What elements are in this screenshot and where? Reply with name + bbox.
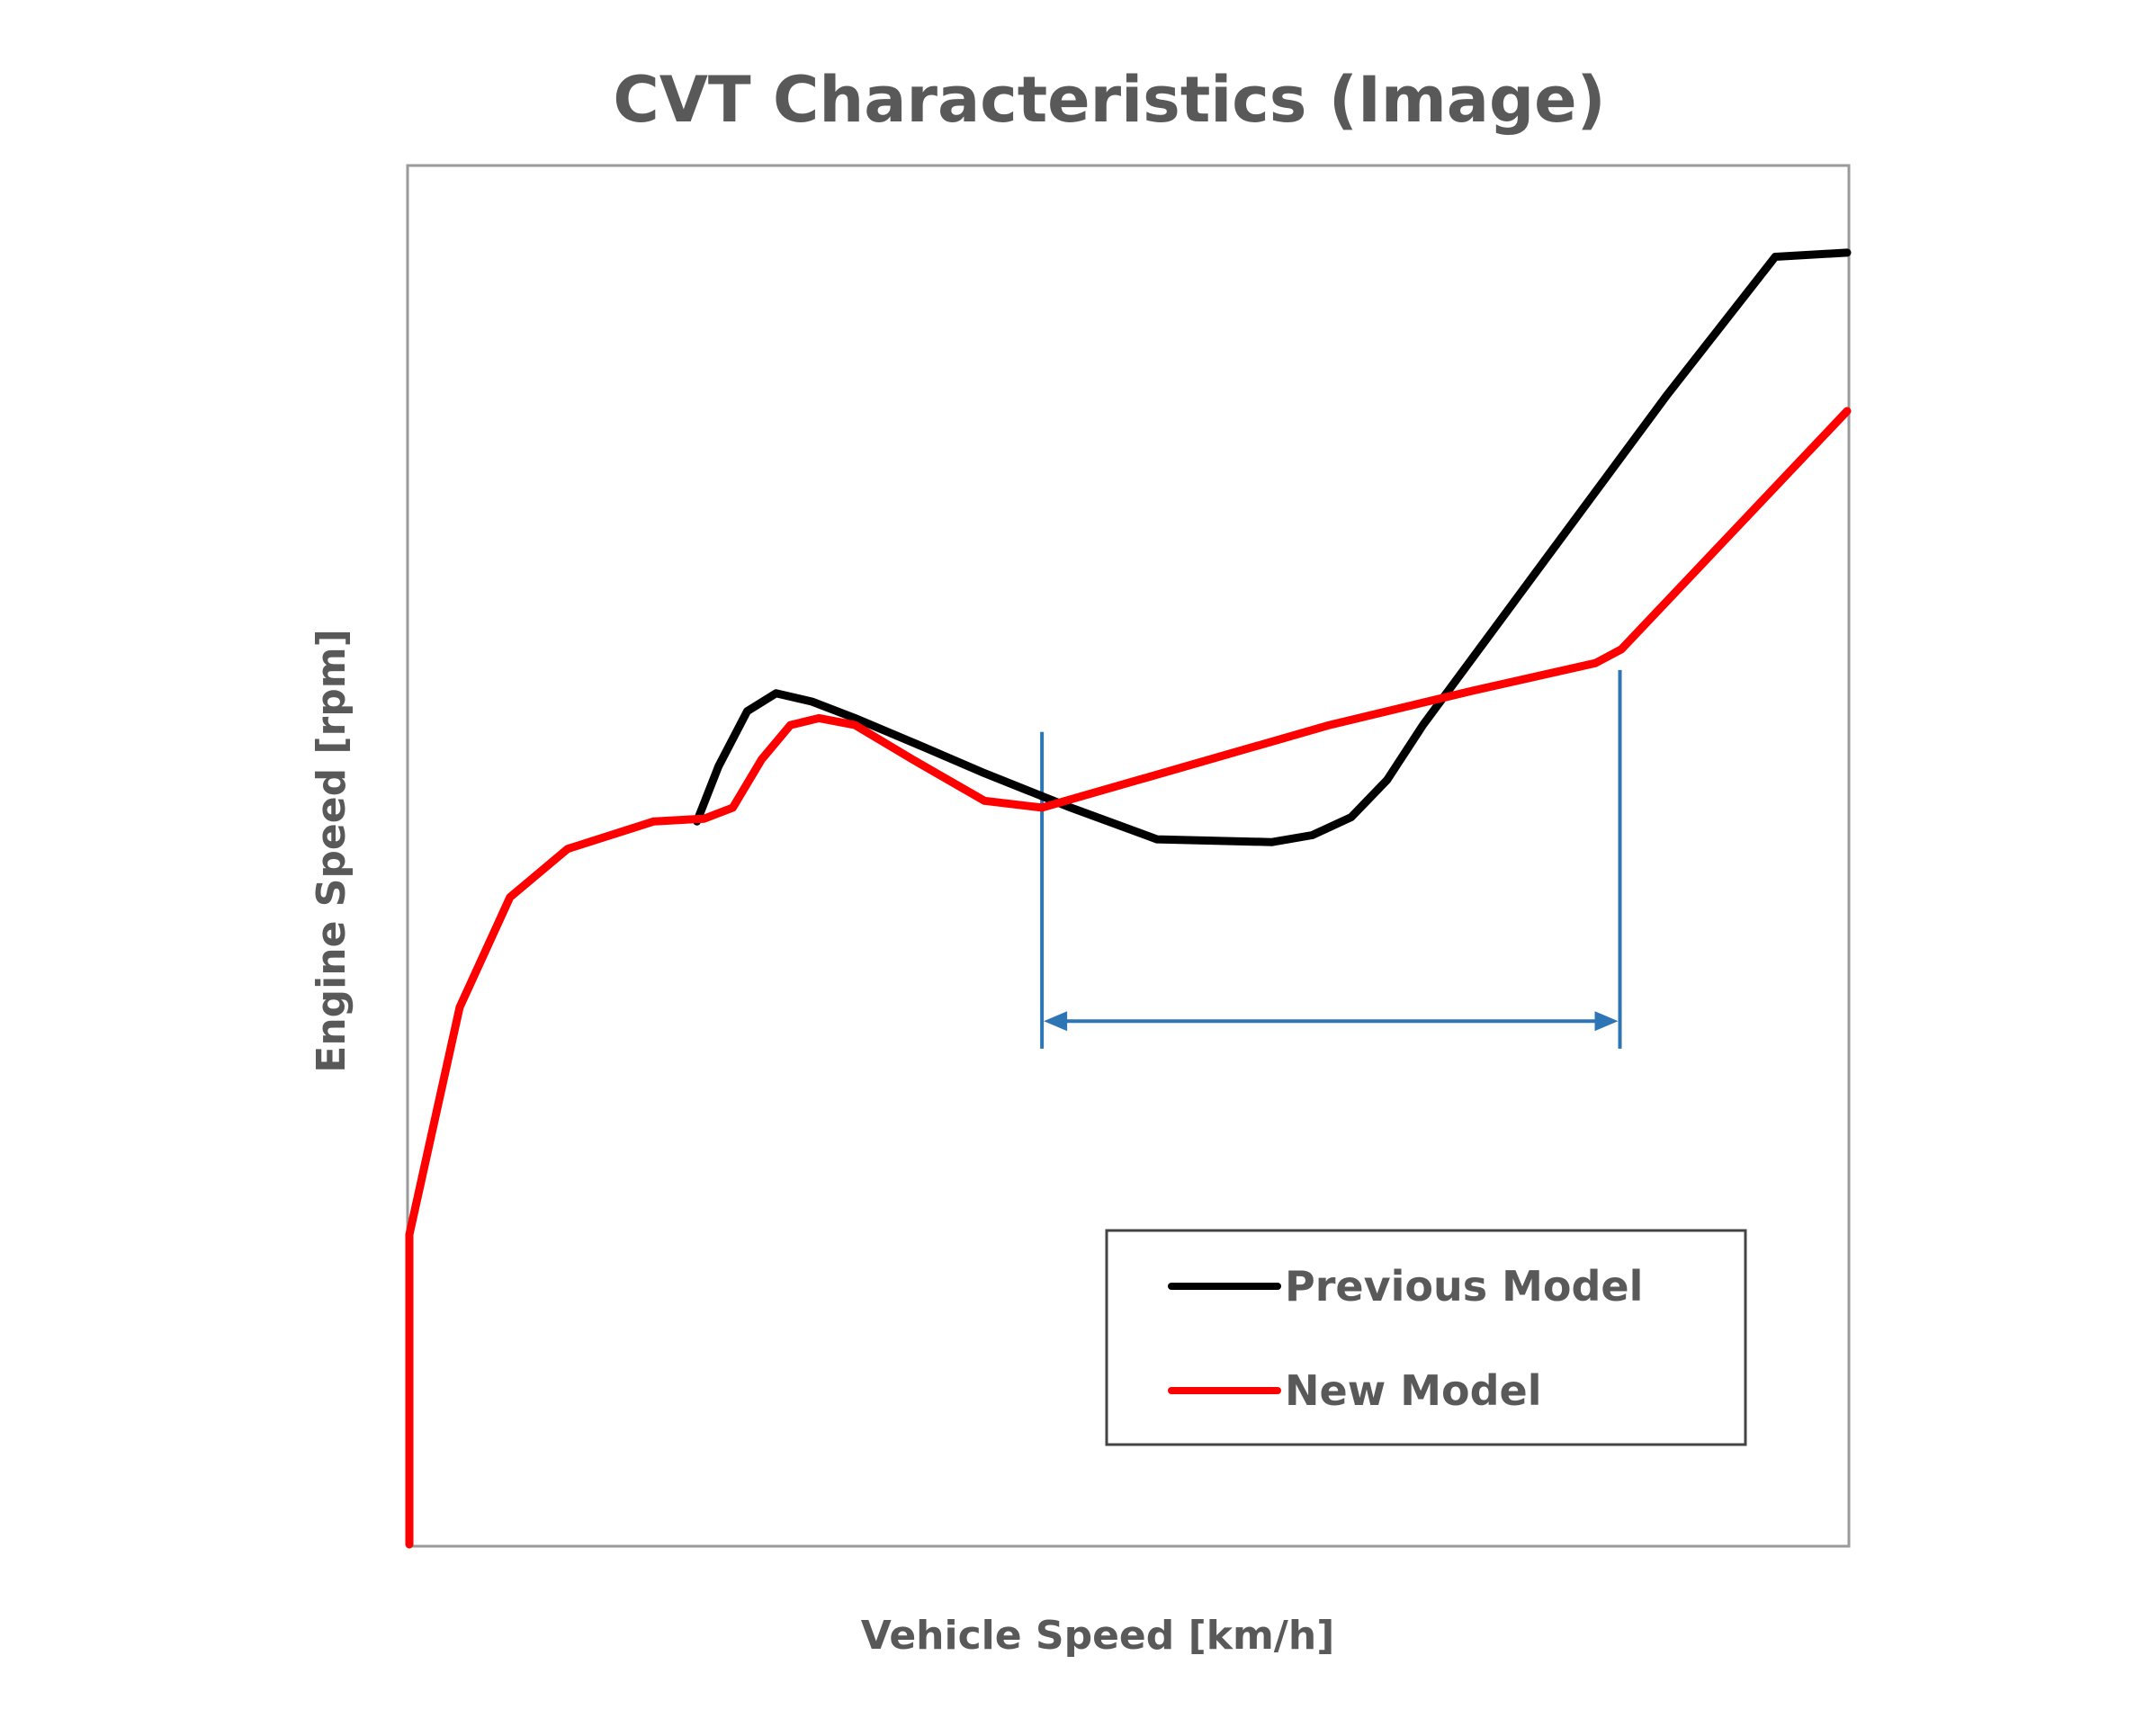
legend-label-previous-model: Previous Model (1285, 1262, 1643, 1311)
legend-label-new-model: New Model (1285, 1366, 1541, 1415)
chart-title: CVT Characteristics (Image) (613, 63, 1605, 137)
annotation-layer (1040, 669, 1622, 1049)
series-layer (405, 248, 1852, 1549)
y-axis-label: Engine Speed [rpm] (309, 629, 354, 1072)
plot-area-frame (406, 164, 1851, 1548)
series-line-previous-model (693, 248, 1852, 846)
range-arrowhead-left (1044, 1011, 1068, 1032)
legend: Previous Model New Model (1105, 1229, 1747, 1446)
series-line-new-model (405, 407, 1852, 1549)
x-axis-label: Vehicle Speed [km/h] (861, 1613, 1335, 1659)
range-arrowhead-right (1594, 1011, 1619, 1032)
legend-box (1105, 1229, 1747, 1446)
